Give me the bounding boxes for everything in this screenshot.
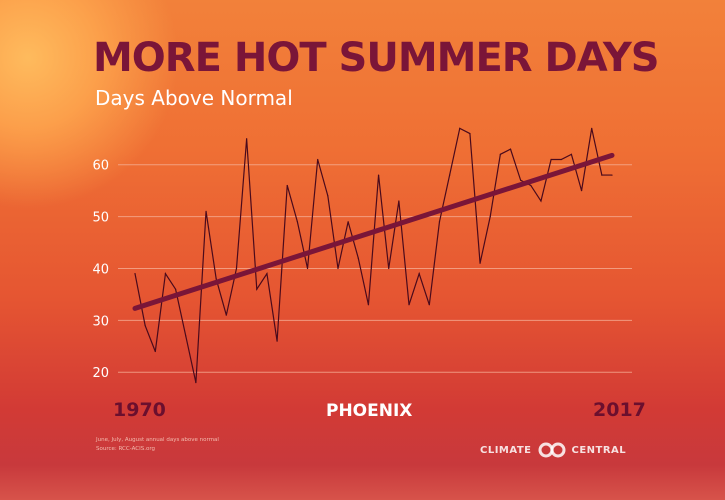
footnote: June, July, August annual days above nor… [96, 436, 219, 454]
data-point-2002 [459, 127, 461, 129]
data-point-2007 [509, 148, 512, 150]
data-point-1972 [154, 350, 156, 353]
logo-word-left: CLIMATE [480, 444, 532, 456]
data-point-1985 [286, 184, 288, 187]
data-point-2014 [580, 190, 583, 192]
data-point-1987 [306, 267, 309, 270]
y-tick-label-50: 50 [92, 211, 109, 226]
data-point-2013 [570, 153, 573, 155]
y-tick-label-40: 40 [92, 262, 109, 277]
data-point-2009 [530, 184, 532, 187]
data-point-1989 [327, 195, 329, 197]
data-point-2011 [550, 158, 552, 161]
data-point-2017 [611, 174, 613, 176]
data-point-1982 [256, 288, 258, 290]
chart-subtitle: Days Above Normal [95, 86, 293, 110]
footnote-definition: June, July, August annual days above nor… [96, 437, 219, 443]
data-point-2006 [499, 153, 501, 155]
data-point-1997 [408, 304, 410, 306]
data-point-2012 [560, 158, 562, 161]
data-point-1979 [225, 314, 227, 316]
data-point-1984 [276, 340, 278, 342]
data-point-1996 [398, 200, 400, 202]
data-point-1994 [377, 174, 380, 176]
data-point-1973 [164, 273, 167, 275]
series-layer [132, 127, 615, 384]
data-point-1993 [367, 304, 370, 306]
data-point-2001 [449, 174, 451, 176]
logo-word-right: CENTRAL [571, 444, 627, 456]
data-point-2016 [601, 174, 603, 176]
data-point-1981 [246, 138, 248, 140]
data-point-2015 [591, 127, 593, 129]
data-point-2010 [540, 200, 542, 202]
y-tick-label-60: 60 [92, 159, 109, 174]
data-point-1976 [195, 382, 197, 384]
data-point-2003 [469, 132, 471, 135]
data-point-1986 [296, 221, 298, 223]
y-tick-label-30: 30 [92, 314, 109, 329]
data-point-1975 [185, 335, 187, 337]
data-point-1983 [266, 273, 268, 275]
data-point-1998 [418, 273, 420, 275]
data-point-1992 [357, 257, 359, 259]
location-label: PHOENIX [326, 401, 413, 421]
data-point-2004 [479, 262, 481, 264]
y-tick-layer: 20 30 40 50 60 [92, 159, 109, 382]
data-point-1995 [388, 267, 390, 270]
footnote-source: Source: RCC-ACIS.org [96, 446, 155, 452]
x-start-label: 1970 [113, 399, 166, 421]
data-point-1999 [428, 304, 430, 306]
data-point-1980 [235, 267, 238, 270]
y-tick-label-20: 20 [92, 366, 109, 381]
data-point-1971 [144, 324, 146, 327]
chart-title: MORE HOT SUMMER DAYS [93, 35, 660, 81]
trend-line [132, 152, 615, 311]
x-end-label: 2017 [593, 399, 646, 421]
data-point-2000 [438, 221, 441, 223]
climate-central-logo: CLIMATE CENTRAL [480, 440, 626, 460]
data-point-1991 [347, 221, 349, 223]
data-point-1977 [205, 210, 207, 212]
grid-layer [118, 164, 632, 373]
data-point-1988 [317, 158, 319, 161]
data-point-1974 [174, 288, 177, 290]
annual-days-line [134, 127, 612, 383]
data-point-2005 [489, 215, 491, 218]
data-point-1990 [337, 267, 339, 270]
data-point-1978 [215, 278, 217, 280]
data-point-2008 [520, 179, 522, 181]
linked-rings-icon [538, 442, 565, 458]
data-point-1970 [134, 273, 136, 275]
